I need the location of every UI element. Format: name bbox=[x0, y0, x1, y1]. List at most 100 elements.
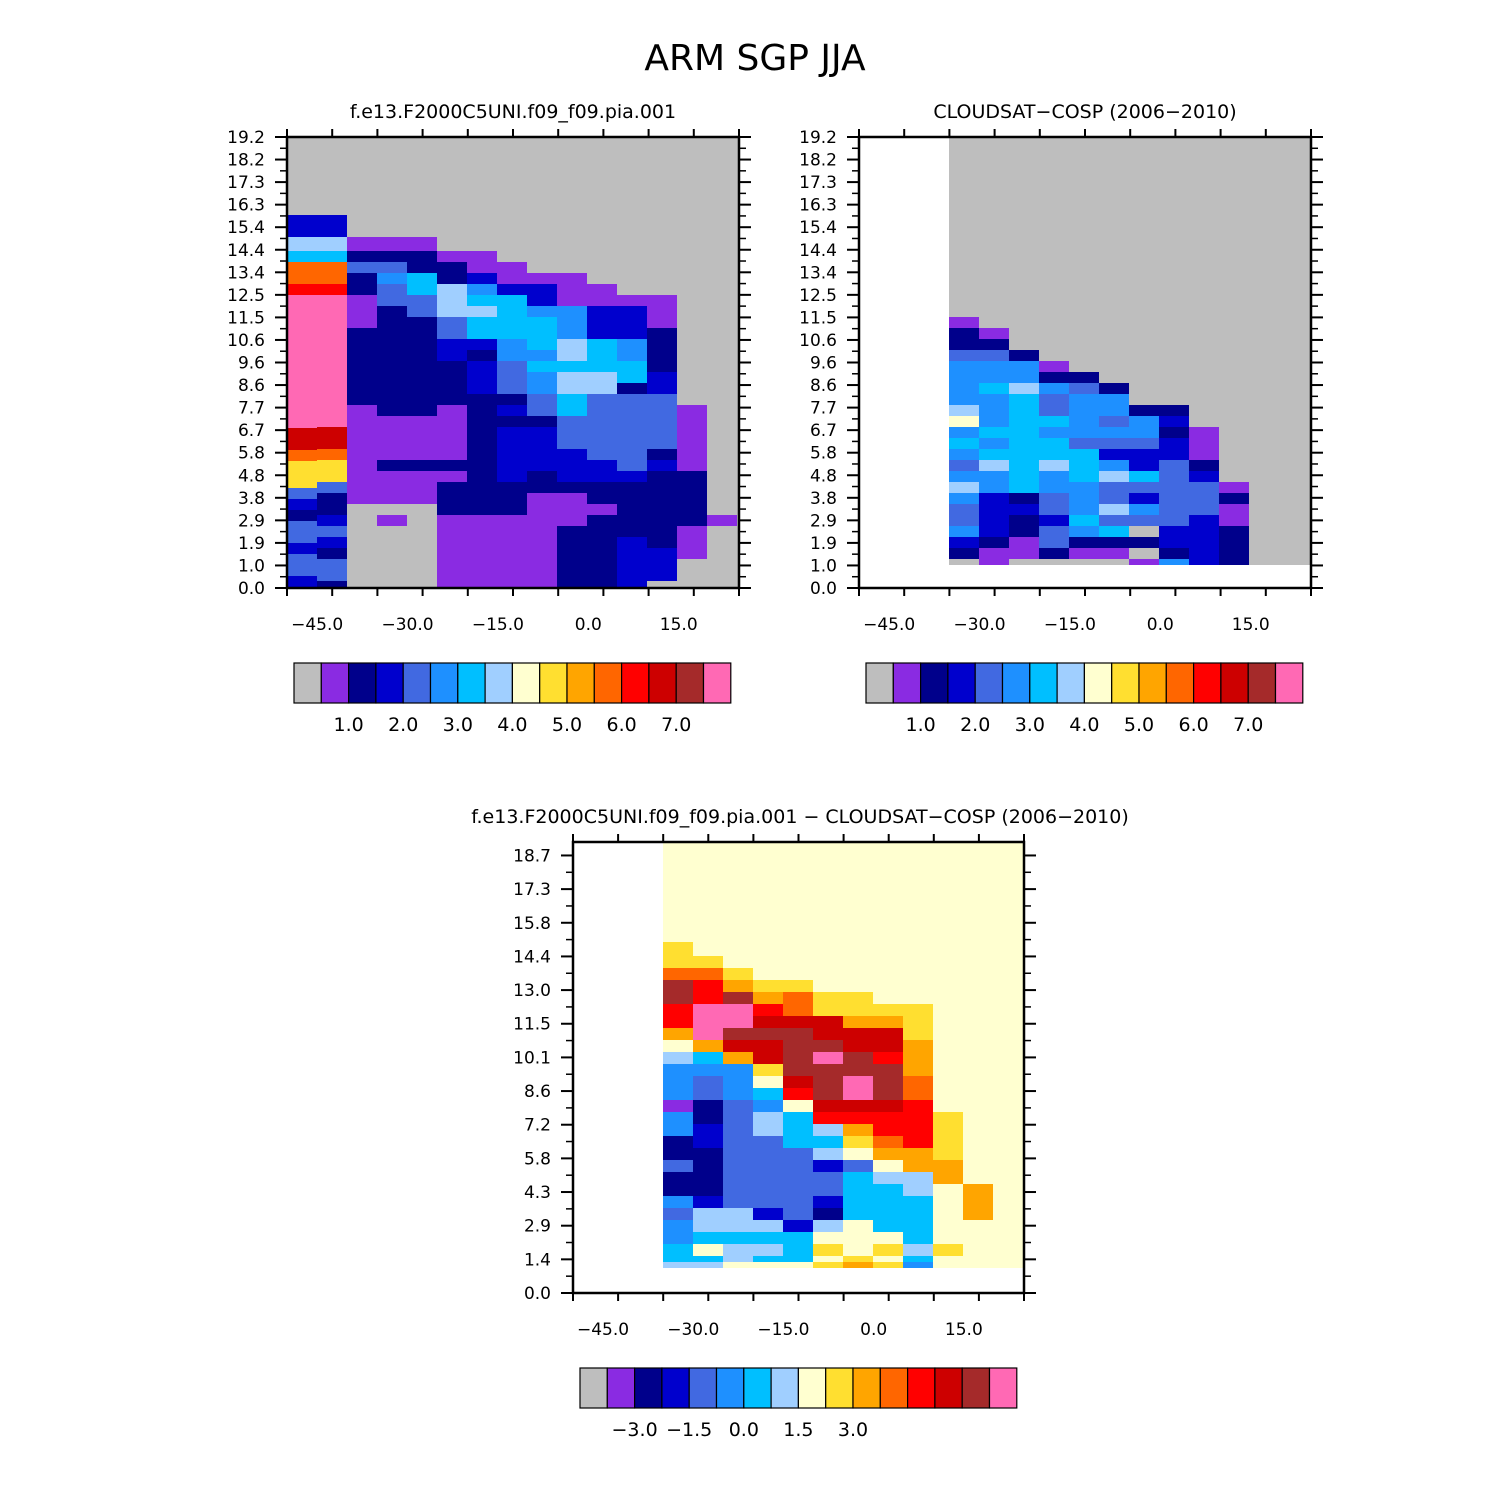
obs-cell bbox=[1009, 526, 1039, 537]
model-cell bbox=[317, 328, 347, 339]
model-cell bbox=[557, 339, 587, 350]
model-cell bbox=[407, 383, 437, 394]
obs-cell bbox=[1129, 559, 1159, 565]
model-cell bbox=[347, 284, 377, 295]
diff-cell bbox=[663, 956, 693, 968]
diff-cell bbox=[813, 1220, 843, 1232]
diff-cell bbox=[873, 1184, 903, 1196]
obs-cell bbox=[1039, 504, 1069, 515]
model-cell bbox=[557, 559, 587, 570]
model-cell bbox=[617, 339, 647, 350]
diff-cell bbox=[783, 1076, 813, 1088]
diff-colorbar-label: 3.0 bbox=[838, 1419, 868, 1441]
model-cell bbox=[587, 570, 617, 581]
model-cell bbox=[467, 273, 497, 284]
model-cell bbox=[587, 515, 617, 526]
model-cell bbox=[647, 383, 677, 394]
obs-cell bbox=[1189, 526, 1219, 537]
diff-cell bbox=[663, 1208, 693, 1220]
obs-cell bbox=[1039, 394, 1069, 405]
model-cell bbox=[377, 504, 407, 515]
diff-cell bbox=[693, 1076, 723, 1088]
model-cell bbox=[377, 405, 407, 416]
model-cell bbox=[497, 570, 527, 581]
model-cell bbox=[557, 317, 587, 328]
model-cell bbox=[617, 328, 647, 339]
obs-cell bbox=[1039, 548, 1069, 559]
model-cell bbox=[317, 251, 347, 262]
obs-colorbar-label: 5.0 bbox=[1124, 714, 1154, 736]
diff-y-tick-label: 18.7 bbox=[513, 846, 551, 866]
panel-diff-title: f.e13.F2000C5UNI.f09_f09.pia.001 − CLOUD… bbox=[471, 806, 1129, 828]
model-cell bbox=[557, 361, 587, 372]
diff-x-tick-label: −15.0 bbox=[757, 1320, 809, 1340]
model-cell bbox=[347, 350, 377, 361]
model-cell bbox=[347, 361, 377, 372]
diff-cell bbox=[783, 1124, 813, 1136]
model-cell bbox=[617, 581, 647, 588]
obs-colorbar-label: 3.0 bbox=[1015, 714, 1045, 736]
model-cell bbox=[617, 317, 647, 328]
diff-y-tick-label: 17.3 bbox=[513, 880, 551, 900]
diff-cell bbox=[843, 1004, 873, 1016]
obs-y-tick-label: 18.2 bbox=[799, 151, 837, 171]
diff-cell bbox=[963, 1220, 993, 1232]
model-cell bbox=[467, 482, 497, 493]
model-cell bbox=[407, 416, 437, 427]
model-cell bbox=[407, 394, 437, 405]
panel-obs-title: CLOUDSAT−COSP (2006−2010) bbox=[933, 101, 1236, 123]
diff-cell bbox=[813, 1124, 843, 1136]
obs-cell bbox=[1129, 526, 1159, 537]
model-cell bbox=[407, 581, 437, 588]
model-cell bbox=[377, 350, 407, 361]
model-cell bbox=[377, 372, 407, 383]
model-cell bbox=[407, 339, 437, 350]
model-cell bbox=[677, 482, 707, 493]
model-cell bbox=[677, 427, 707, 438]
model-cell bbox=[317, 471, 347, 482]
obs-cell bbox=[1039, 438, 1069, 449]
obs-cell bbox=[949, 328, 979, 339]
model-cell bbox=[467, 317, 497, 328]
model-colorbar-box bbox=[375, 662, 404, 704]
obs-cell bbox=[1039, 460, 1069, 471]
model-cell bbox=[617, 504, 647, 515]
diff-y-tick-label: 15.8 bbox=[513, 914, 551, 934]
obs-cell bbox=[1069, 372, 1099, 383]
obs-y-tick-label: 5.8 bbox=[810, 444, 837, 464]
model-cell bbox=[437, 482, 467, 493]
model-cell bbox=[437, 328, 467, 339]
model-cell bbox=[407, 284, 437, 295]
obs-cell bbox=[1099, 559, 1129, 565]
obs-cell bbox=[1159, 471, 1189, 482]
diff-cell bbox=[693, 956, 723, 968]
model-cell bbox=[587, 361, 617, 372]
diff-cell bbox=[873, 1112, 903, 1124]
diff-cell bbox=[753, 1220, 783, 1232]
diff-cell bbox=[723, 1004, 753, 1016]
diff-cell bbox=[813, 1004, 843, 1016]
panel-diff: f.e13.F2000C5UNI.f09_f09.pia.001 − CLOUD… bbox=[471, 806, 1129, 1441]
model-cell bbox=[497, 273, 527, 284]
obs-cell bbox=[979, 504, 1009, 515]
obs-cell bbox=[1219, 482, 1249, 493]
model-cell bbox=[437, 504, 467, 515]
diff-cell bbox=[753, 1100, 783, 1112]
model-cell bbox=[527, 537, 557, 548]
model-cell bbox=[617, 372, 647, 383]
model-x-tick-label: −15.0 bbox=[472, 615, 524, 635]
model-cell bbox=[467, 350, 497, 361]
obs-cell bbox=[1219, 537, 1249, 548]
diff-cell bbox=[723, 1100, 753, 1112]
diff-cell bbox=[903, 1076, 933, 1088]
model-cell bbox=[347, 548, 377, 559]
model-cell bbox=[437, 372, 467, 383]
obs-cell bbox=[1189, 449, 1219, 460]
model-cell bbox=[587, 471, 617, 482]
obs-cell bbox=[1129, 493, 1159, 504]
obs-y-tick-label: 9.6 bbox=[810, 354, 837, 374]
obs-cell bbox=[949, 537, 979, 548]
diff-cell bbox=[933, 1208, 963, 1220]
obs-cell bbox=[1039, 416, 1069, 427]
obs-cell bbox=[1219, 526, 1249, 537]
